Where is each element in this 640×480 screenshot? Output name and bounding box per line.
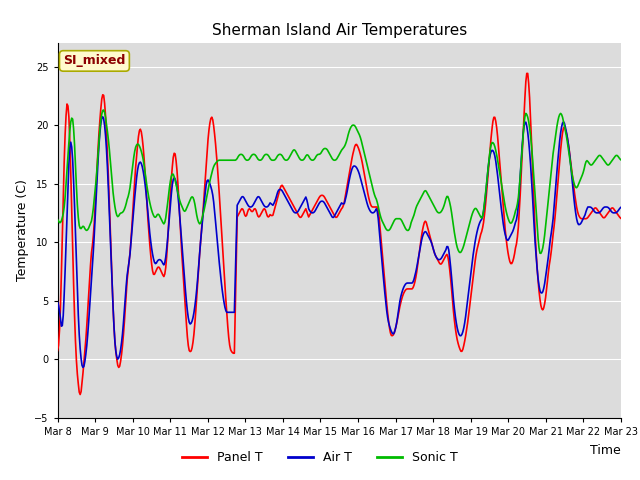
Text: SI_mixed: SI_mixed	[63, 54, 125, 67]
Y-axis label: Temperature (C): Temperature (C)	[15, 180, 29, 281]
Text: Time: Time	[590, 444, 621, 457]
Legend: Panel T, Air T, Sonic T: Panel T, Air T, Sonic T	[177, 446, 463, 469]
Title: Sherman Island Air Temperatures: Sherman Island Air Temperatures	[212, 23, 467, 38]
